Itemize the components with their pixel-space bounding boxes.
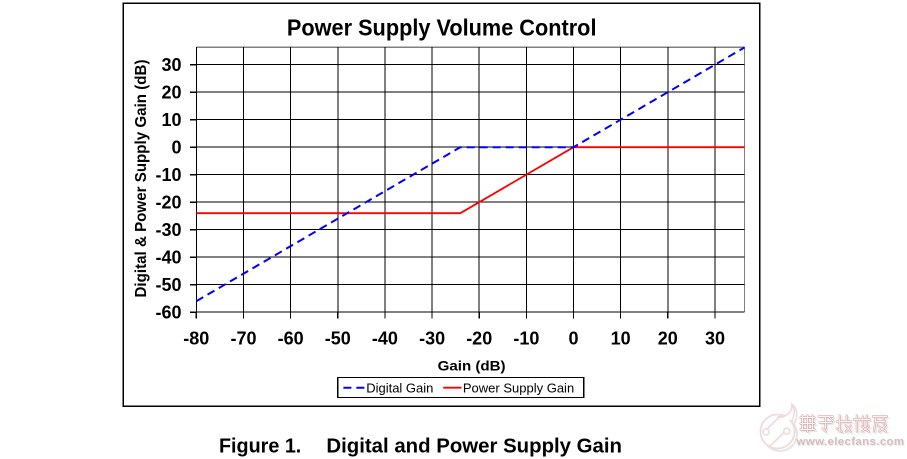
- svg-text:-40: -40: [155, 248, 181, 268]
- svg-text:10: 10: [611, 328, 631, 348]
- svg-text:-30: -30: [155, 220, 181, 240]
- svg-text:30: 30: [161, 55, 181, 75]
- svg-text:Digital and Power Supply Gain: Digital and Power Supply Gain: [326, 434, 622, 457]
- svg-text:-40: -40: [372, 328, 398, 348]
- svg-text:-60: -60: [155, 303, 181, 323]
- svg-text:-50: -50: [155, 275, 181, 295]
- svg-text:10: 10: [161, 110, 181, 130]
- svg-text:-80: -80: [183, 328, 209, 348]
- svg-text:www.elecfans.com: www.elecfans.com: [796, 436, 905, 448]
- svg-text:-50: -50: [325, 328, 351, 348]
- svg-text:-30: -30: [419, 328, 445, 348]
- svg-text:Power Supply Gain: Power Supply Gain: [463, 380, 574, 395]
- svg-text:-10: -10: [513, 328, 539, 348]
- svg-text:Power Supply Volume Control: Power Supply Volume Control: [287, 15, 597, 41]
- svg-text:Gain (dB): Gain (dB): [438, 357, 506, 373]
- svg-text:-20: -20: [155, 193, 181, 213]
- svg-text:30: 30: [705, 328, 725, 348]
- svg-text:-20: -20: [466, 328, 492, 348]
- svg-text:-10: -10: [155, 165, 181, 185]
- svg-text:Figure 1.: Figure 1.: [219, 434, 301, 457]
- svg-text:-70: -70: [230, 328, 256, 348]
- svg-text:-60: -60: [278, 328, 304, 348]
- svg-text:Digital Gain: Digital Gain: [366, 380, 433, 395]
- svg-text:www.elecfans.com: www.elecfans.com: [797, 437, 906, 449]
- svg-text:Digital & Power Supply Gain (d: Digital & Power Supply Gain (dB): [133, 60, 150, 298]
- svg-text:20: 20: [658, 328, 678, 348]
- svg-text:0: 0: [568, 328, 578, 348]
- svg-text:0: 0: [171, 138, 181, 158]
- svg-text:20: 20: [161, 83, 181, 103]
